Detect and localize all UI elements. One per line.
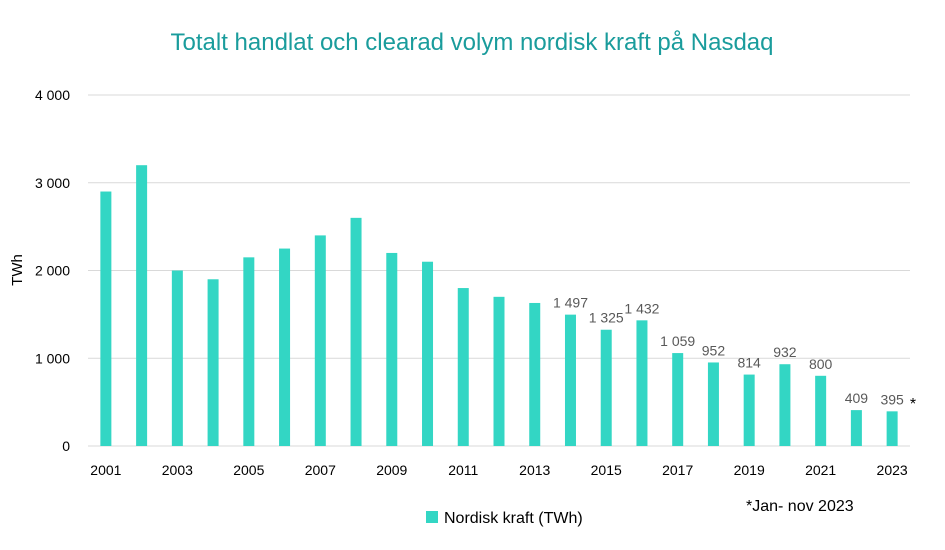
bar-2022 [850,410,862,446]
bar-2019 [743,374,755,446]
x-tick-label: 2015 [591,462,622,478]
y-tick-label: 2 000 [35,263,70,279]
y-axis-ticks: 0 1 000 2 000 3 000 4 000 [35,87,70,454]
bar-2009 [386,252,398,446]
bar-2008 [350,217,362,446]
y-tick-label: 1 000 [35,350,70,366]
x-tick-label: 2009 [376,462,407,478]
x-tick-label: 2021 [805,462,836,478]
data-label-2021: 800 [809,356,833,372]
bar-2015 [600,329,612,446]
bar-2002 [136,165,148,446]
bar-2011 [457,288,469,446]
bar-2021 [815,375,827,446]
x-tick-label: 2019 [734,462,765,478]
x-tick-label: 2005 [233,462,264,478]
data-label-2017: 1 059 [660,333,695,349]
data-label-2018: 952 [702,342,726,358]
legend-label: Nordisk kraft (TWh) [444,510,583,527]
x-tick-label: 2001 [90,462,121,478]
bar-2020 [779,364,791,446]
bar-2017 [672,353,684,446]
y-tick-label: 4 000 [35,87,70,103]
chart-title: Totalt handlat och clearad volym nordisk… [171,29,774,56]
y-tick-label: 0 [62,438,70,454]
x-tick-label: 2013 [519,462,550,478]
asterisk-annotation: * [910,396,916,413]
data-label-2022: 409 [845,390,869,406]
data-label-2015: 1 325 [589,310,624,326]
bar-2012 [493,296,505,446]
x-tick-label: 2007 [305,462,336,478]
y-tick-label: 3 000 [35,175,70,191]
data-label-2019: 814 [737,355,761,371]
bar-2004 [207,279,219,446]
legend-swatch [426,511,438,523]
data-label-2020: 932 [773,344,797,360]
x-tick-label: 2023 [877,462,908,478]
bars [100,165,898,446]
bar-2003 [171,270,183,446]
bar-2016 [636,320,648,446]
x-tick-label: 2011 [448,462,478,478]
bar-2006 [279,248,291,446]
bar-2014 [564,314,576,446]
x-axis-ticks: 2001 2003 2005 2007 2009 2011 2013 2015 2017 2019… [90,462,908,478]
bar-2013 [529,302,541,446]
bar-2010 [422,261,434,446]
footnote: *Jan- nov 2023 [746,498,854,515]
x-tick-label: 2003 [162,462,193,478]
y-axis-label: TWh [9,254,26,286]
x-tick-label: 2017 [662,462,693,478]
bar-2023 [886,411,898,446]
bar-2007 [314,235,326,446]
bar-2001 [100,191,112,446]
bar-2018 [707,362,719,446]
bar-2005 [243,257,255,446]
data-label-2023: 395 [880,391,904,407]
gridlines [88,94,910,447]
data-label-2016: 1 432 [624,300,659,316]
data-label-2014: 1 497 [553,295,588,311]
